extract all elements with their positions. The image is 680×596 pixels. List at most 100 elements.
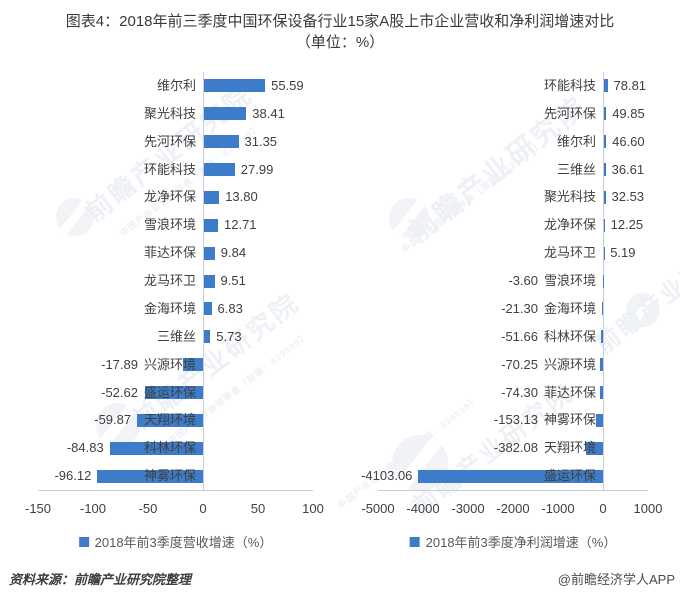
category-label: 环能科技 [143, 161, 196, 177]
bar [604, 135, 607, 149]
category-label: 盛运环保 [543, 468, 596, 484]
bar [204, 135, 239, 149]
bar [109, 441, 203, 455]
value-label: -4103.06 [361, 468, 413, 484]
category-label: 龙净环保 [143, 189, 196, 205]
axis-tick-label: -150 [24, 501, 52, 516]
legend-label: 2018年前3季度营收增速（%） [94, 535, 273, 550]
value-label: -59.87 [94, 412, 132, 428]
value-label: -3.60 [508, 273, 538, 288]
value-label: 9.84 [220, 245, 247, 261]
bar [204, 246, 215, 260]
value-label: 6.83 [217, 300, 243, 316]
category-label: 维尔利 [156, 77, 196, 93]
category-label: 先河环保 [543, 105, 596, 121]
bar [596, 413, 603, 427]
value-label: -70.25 [501, 356, 538, 372]
category-label: 龙马环卫 [143, 273, 196, 288]
y-axis-line [203, 72, 204, 490]
bar [145, 386, 203, 399]
category-label: 聚光科技 [543, 189, 596, 205]
bar [604, 107, 607, 121]
logo-watermark-circle [626, 293, 660, 327]
bar [204, 190, 220, 204]
bar [602, 302, 603, 316]
bar [604, 190, 606, 204]
logo-watermark-circle [389, 198, 429, 238]
category-label: 龙马环卫 [543, 245, 596, 261]
value-label: 55.59 [271, 77, 304, 93]
category-label: 金海环境 [543, 300, 596, 316]
bar [604, 163, 606, 176]
value-label: -51.66 [501, 328, 538, 344]
axis-tick-label: 50 [250, 501, 266, 516]
value-label: 5.73 [216, 328, 242, 344]
category-label: 神雾环保 [143, 468, 196, 484]
category-label: 菲达环保 [143, 245, 196, 261]
category-label: 天翔环境 [143, 412, 196, 428]
axis-tick-label: -3000 [451, 501, 485, 516]
axis-tick-label: -100 [79, 501, 107, 516]
bar [204, 107, 247, 121]
bar [204, 330, 211, 344]
value-label: 38.41 [252, 105, 285, 121]
bar [204, 274, 215, 288]
value-label: -21.30 [501, 300, 538, 316]
category-label: 先河环保 [143, 133, 196, 149]
value-label: 46.60 [612, 133, 645, 149]
value-label: 27.99 [240, 161, 274, 177]
legend-label: 2018年前3季度净利润增速（%） [425, 535, 617, 550]
bar [97, 469, 203, 483]
logo-watermark-circle [56, 198, 94, 236]
value-label: -84.83 [66, 440, 104, 456]
value-label: 12.71 [224, 217, 257, 233]
bar [599, 386, 603, 399]
bar [599, 358, 603, 372]
category-label: 天翔环境 [543, 440, 596, 456]
bar [137, 413, 203, 427]
category-label: 雪浪环境 [543, 273, 596, 288]
axis-tick-label: 100 [302, 501, 324, 516]
value-label: 9.51 [220, 273, 246, 288]
category-label: 兴源环境 [543, 356, 596, 372]
y-axis-line [603, 72, 604, 490]
legend: 2018年前3季度营收增速（%） [78, 532, 273, 551]
axis-tick-label: -1000 [541, 501, 575, 516]
axis-tick-label: 0 [199, 501, 207, 516]
bar [600, 330, 603, 344]
category-label: 聚光科技 [143, 105, 196, 121]
category-label: 盛运环保 [143, 384, 196, 400]
category-label: 菲达环保 [543, 384, 596, 400]
value-label: 5.19 [610, 245, 636, 261]
legend: 2018年前3季度净利润增速（%） [409, 532, 617, 551]
bar [183, 358, 203, 372]
category-label: 科林环保 [143, 440, 196, 456]
bar [604, 218, 605, 232]
credit-note: @前瞻经济学人APP [557, 572, 675, 587]
axis-tick-label: 0 [599, 501, 607, 516]
bar [204, 79, 266, 93]
category-label: 金海环境 [143, 300, 196, 316]
logo-watermark-circle [96, 403, 140, 447]
legend-marker [78, 536, 89, 547]
x-axis-line [38, 490, 313, 491]
category-label: 神雾环保 [543, 412, 596, 428]
x-axis-line [378, 490, 648, 491]
category-label: 兴源环境 [143, 356, 196, 372]
bar [204, 302, 212, 316]
bar [604, 79, 608, 93]
category-label: 雪浪环境 [143, 217, 196, 233]
chart-title: 图表4：2018年前三季度中国环保设备行业15家A股上市企业营收和净利润增速对比… [65, 13, 615, 51]
value-label: 13.80 [225, 189, 258, 205]
axis-tick-label: 1000 [633, 501, 663, 516]
category-label: 环能科技 [543, 77, 596, 93]
source-note: 资料来源：前瞻产业研究院整理 [9, 572, 192, 587]
bar [204, 218, 218, 232]
category-label: 三维丝 [556, 161, 596, 177]
category-label: 三维丝 [156, 328, 196, 344]
value-label: -96.12 [54, 468, 92, 484]
value-label: 31.35 [244, 133, 278, 149]
